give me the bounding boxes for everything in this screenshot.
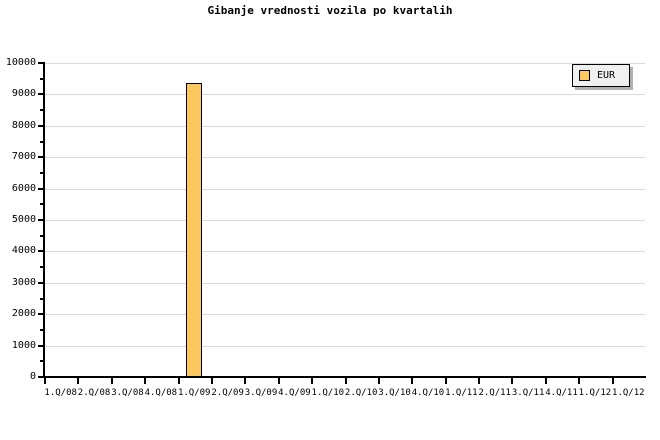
x-tick	[77, 378, 79, 384]
x-axis-label: 1.Q/12	[578, 388, 612, 398]
gridline	[44, 251, 645, 253]
x-axis-label: 1.Q/10	[311, 388, 345, 398]
gridline	[44, 157, 645, 159]
y-tick-major	[38, 313, 44, 316]
x-axis-label: 2.Q/08	[77, 388, 111, 398]
x-tick	[144, 378, 146, 384]
x-tick	[178, 378, 180, 384]
y-tick-major	[38, 281, 44, 284]
y-axis-labels: 0 1000 2000 3000 4000 5000 6000 7000 8000 9000 100…	[0, 0, 36, 440]
gridline	[44, 188, 645, 190]
y-axis-label: 4000	[11, 245, 36, 257]
x-tick	[345, 378, 347, 384]
x-axis-label: 1.Q/09	[177, 388, 211, 398]
x-axis-label: 1.Q/12	[612, 388, 645, 398]
y-tick-major	[38, 93, 44, 96]
bar[interactable]	[186, 83, 202, 377]
y-tick-minor	[40, 360, 44, 363]
x-tick	[411, 378, 413, 384]
x-axis-label: 4.Q/09	[278, 388, 311, 398]
y-tick-major	[38, 376, 44, 378]
x-tick	[545, 378, 547, 384]
x-tick	[211, 378, 213, 384]
y-tick-major	[38, 62, 44, 64]
x-tick	[311, 378, 313, 384]
x-axis-label: 3.Q/11	[511, 388, 545, 398]
x-axis-label: 3.Q/08	[111, 388, 144, 398]
y-tick-minor	[40, 328, 44, 331]
y-tick-major	[38, 124, 44, 127]
y-tick-major	[38, 219, 44, 221]
gridline	[44, 63, 645, 64]
x-axis-label: 4.Q/08	[144, 388, 178, 398]
x-axis-label: 2.Q/10	[344, 388, 378, 398]
x-tick	[612, 378, 614, 384]
y-axis-label: 9000	[11, 88, 36, 100]
x-tick	[378, 378, 380, 384]
y-tick-minor	[40, 140, 44, 143]
x-axis-label: 4.Q/10	[411, 388, 445, 398]
y-tick-minor	[40, 109, 44, 112]
y-tick-minor	[40, 77, 44, 80]
y-axis-label: 6000	[11, 182, 36, 194]
x-axis-line	[43, 376, 646, 378]
x-tick	[278, 378, 280, 384]
x-tick	[511, 378, 513, 384]
y-axis-label: 7000	[11, 151, 36, 163]
x-axis-label: 1.Q/08	[44, 388, 77, 398]
x-axis-label: 2.Q/11	[478, 388, 511, 398]
gridline	[44, 345, 645, 347]
x-tick	[44, 378, 46, 384]
y-tick-minor	[40, 297, 44, 300]
legend-label-eur: EUR	[597, 70, 616, 81]
y-tick-major	[38, 156, 44, 159]
chart-legend[interactable]: EUR	[572, 64, 630, 87]
legend-swatch-eur	[579, 70, 590, 81]
y-axis-label: 3000	[11, 276, 36, 288]
y-axis-line	[43, 62, 45, 378]
y-tick-major	[38, 344, 44, 347]
y-axis-label: 0	[29, 371, 36, 382]
gridline	[44, 282, 645, 284]
x-tick	[111, 378, 113, 384]
y-tick-minor	[40, 171, 44, 174]
x-tick	[244, 378, 246, 384]
x-axis-label: 1.Q/11	[445, 388, 478, 398]
y-axis-label: 10000	[5, 57, 36, 68]
y-tick-minor	[40, 266, 44, 269]
gridline	[44, 314, 645, 316]
x-axis-label: 3.Q/10	[378, 388, 411, 398]
y-tick-major	[38, 250, 44, 253]
x-axis-label: 2.Q/09	[211, 388, 244, 398]
y-axis-label: 2000	[11, 308, 36, 320]
plot-area	[44, 63, 645, 378]
chart-title: Gibanje vrednosti vozila po kvartalih	[207, 4, 453, 17]
x-tick	[578, 378, 580, 384]
gridline	[44, 125, 645, 127]
gridline	[44, 94, 645, 96]
y-axis-label: 5000	[11, 214, 36, 225]
y-tick-minor	[40, 203, 44, 206]
y-tick-major	[38, 187, 44, 190]
y-axis-label: 8000	[11, 119, 36, 131]
x-tick	[445, 378, 447, 384]
gridline	[44, 220, 645, 221]
x-axis-label: 3.Q/09	[244, 388, 278, 398]
x-tick	[478, 378, 480, 384]
y-tick-minor	[40, 234, 44, 237]
y-axis-label: 1000	[11, 339, 36, 351]
x-axis-label: 4.Q/11	[545, 388, 578, 398]
